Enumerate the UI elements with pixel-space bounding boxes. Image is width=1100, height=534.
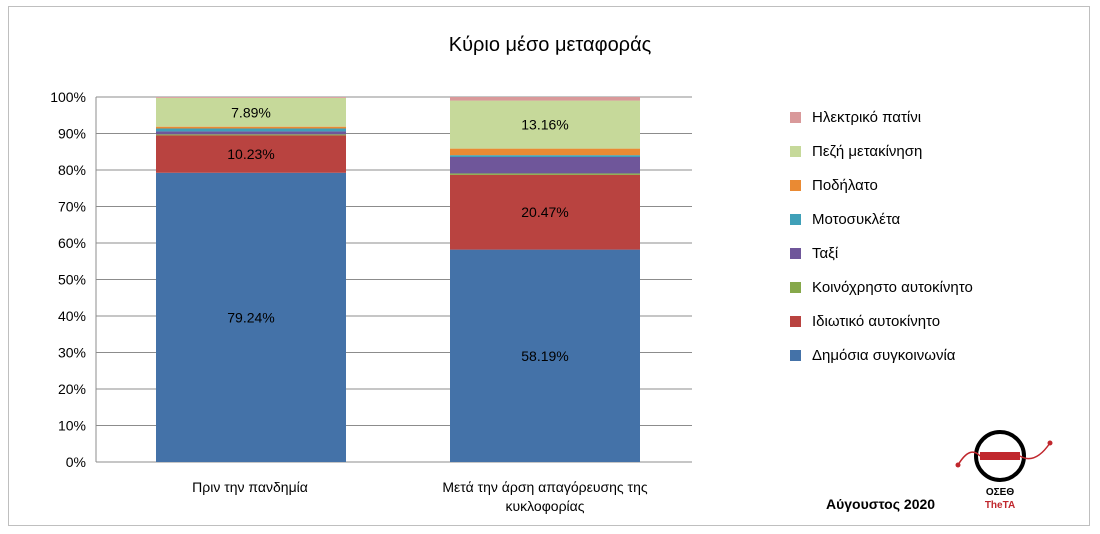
y-tick-label-6: 60% (58, 235, 86, 251)
legend-item-5: Ποδήλατο (790, 168, 973, 202)
legend-label-5: Ποδήλατο (812, 176, 878, 194)
legend-item-4: Μοτοσυκλέτα (790, 202, 973, 236)
bar-segment-1-1 (450, 174, 640, 250)
bar-segment-1-0 (450, 249, 640, 462)
date-label: Αύγουστος 2020 (826, 496, 936, 512)
data-label-0-1: 10.23% (227, 146, 274, 162)
legend-swatch-7 (790, 111, 801, 123)
y-tick-label-8: 80% (58, 162, 86, 178)
y-tick-label-3: 30% (58, 345, 86, 361)
bar-segment-0-3 (156, 131, 346, 135)
y-tick-label-0: 0% (66, 454, 86, 470)
bar-segment-1-4 (450, 155, 640, 158)
data-label-0-6: 7.89% (231, 104, 271, 120)
theta-logo-icon (955, 430, 1053, 482)
bar-segment-1-2 (450, 173, 640, 175)
bar-segment-0-7 (156, 97, 346, 98)
bar-segment-0-1 (156, 135, 346, 173)
theta-logo: ΟΣΕΘ TheTA (950, 425, 1060, 525)
legend-item-7: Ηλεκτρικό πατίνι (790, 100, 973, 134)
y-tick-label-5: 50% (58, 272, 86, 288)
legend-item-6: Πεζή μετακίνηση (790, 134, 973, 168)
bar-segment-0-5 (156, 126, 346, 129)
legend-swatch-4 (790, 213, 801, 225)
legend-swatch-2 (790, 281, 801, 293)
legend-label-3: Ταξί (812, 244, 839, 262)
legend-swatch-1 (790, 315, 801, 327)
data-label-1-0: 58.19% (521, 348, 568, 364)
legend-swatch-5 (790, 179, 801, 191)
legend-item-0: Δημόσια συγκοινωνία (790, 338, 973, 372)
data-label-0-0: 79.24% (227, 309, 274, 325)
x-category-label-1: Μετά την άρση απαγόρευσης της κυκλοφορία… (442, 479, 648, 514)
y-tick-label-2: 20% (58, 381, 86, 397)
legend: Ηλεκτρικό πατίνι Πεζή μετακίνηση Ποδήλατο Μ… (790, 100, 973, 372)
legend-swatch-3 (790, 247, 801, 259)
legend-label-2: Κοινόχρηστο αυτοκίνητο (812, 278, 973, 296)
legend-swatch-0 (790, 349, 801, 361)
bar-segment-1-7 (450, 97, 640, 101)
bar-segment-1-3 (450, 157, 640, 174)
logo-text-oseth: ΟΣΕΘ (985, 487, 1015, 498)
logo-text-theta: TheTA (984, 500, 1016, 511)
chart-title: Κύριο μέσο μεταφοράς (448, 34, 652, 56)
legend-label-1: Ιδιωτικό αυτοκίνητο (812, 312, 941, 330)
bar-segment-0-2 (156, 134, 346, 136)
y-tick-label-1: 10% (58, 418, 86, 434)
legend-label-6: Πεζή μετακίνηση (812, 142, 923, 160)
bar-segment-0-4 (156, 128, 346, 132)
data-label-1-1: 20.47% (521, 204, 568, 220)
legend-label-7: Ηλεκτρικό πατίνι (812, 108, 922, 126)
legend-label-0: Δημόσια συγκοινωνία (812, 346, 956, 364)
legend-item-3: Ταξί (790, 236, 973, 270)
y-tick-label-4: 40% (58, 308, 86, 324)
x-category-label-0: Πριν την πανδημία (192, 479, 308, 495)
y-tick-label-7: 70% (58, 199, 86, 215)
legend-swatch-6 (790, 145, 801, 157)
data-label-1-6: 13.16% (521, 117, 568, 133)
legend-item-2: Κοινόχρηστο αυτοκίνητο (790, 270, 973, 304)
legend-label-4: Μοτοσυκλέτα (812, 210, 901, 228)
bar-segment-0-0 (156, 172, 346, 463)
bar-segment-0-6 (156, 97, 346, 127)
legend-item-1: Ιδιωτικό αυτοκίνητο (790, 304, 973, 338)
y-tick-label-10: 100% (50, 89, 86, 105)
bar-segment-1-5 (450, 148, 640, 156)
bar-segment-1-6 (450, 100, 640, 149)
y-tick-label-9: 90% (58, 126, 86, 142)
